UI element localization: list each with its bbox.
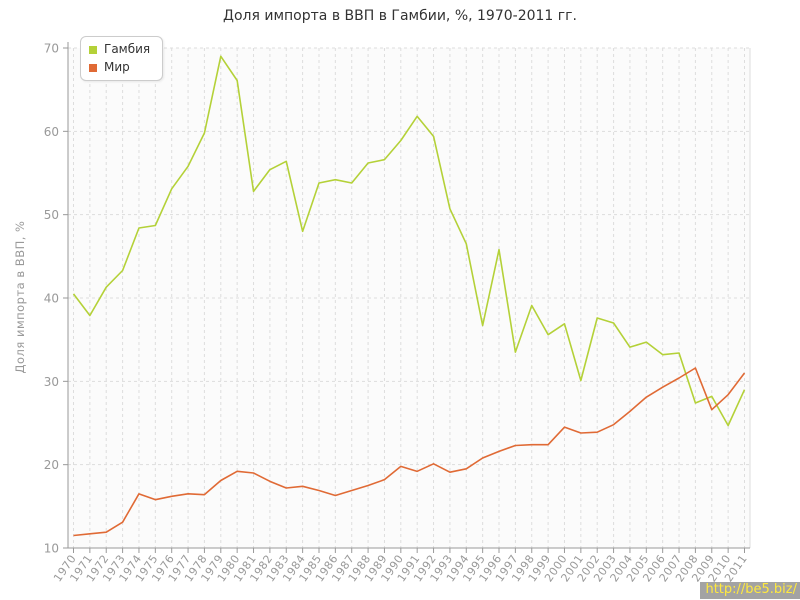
- x-tick-labels: 1970197119721973197419751976197719781979…: [51, 552, 750, 584]
- svg-text:20: 20: [44, 458, 59, 472]
- gambia-legend-label: Гамбия: [104, 42, 151, 56]
- legend: Гамбия Мир: [80, 36, 164, 81]
- svg-text:50: 50: [44, 208, 59, 222]
- world-series-swatch: [89, 63, 97, 72]
- legend-item-gambia: Гамбия: [89, 42, 150, 57]
- gambia-series-swatch: [89, 45, 97, 54]
- svg-text:60: 60: [44, 125, 59, 139]
- chart-title: Доля импорта в ВВП в Гамбии, %, 1970-201…: [223, 8, 577, 24]
- legend-item-world: Мир: [89, 60, 150, 75]
- svg-text:10: 10: [44, 542, 59, 556]
- svg-text:70: 70: [44, 42, 59, 56]
- series-line-gambia: [72, 55, 746, 427]
- axes: [63, 42, 750, 553]
- plot-area: [68, 48, 750, 548]
- y-tick-labels: 10 20 30 40 50 60 70: [44, 42, 59, 556]
- svg-text:40: 40: [44, 292, 59, 306]
- watermark-link[interactable]: http://be5.biz/: [700, 582, 800, 599]
- world-legend-label: Мир: [104, 60, 130, 74]
- y-axis-label: Доля импорта в ВВП, %: [13, 220, 27, 374]
- series-line-world: [73, 367, 746, 537]
- svg-text:30: 30: [44, 375, 59, 389]
